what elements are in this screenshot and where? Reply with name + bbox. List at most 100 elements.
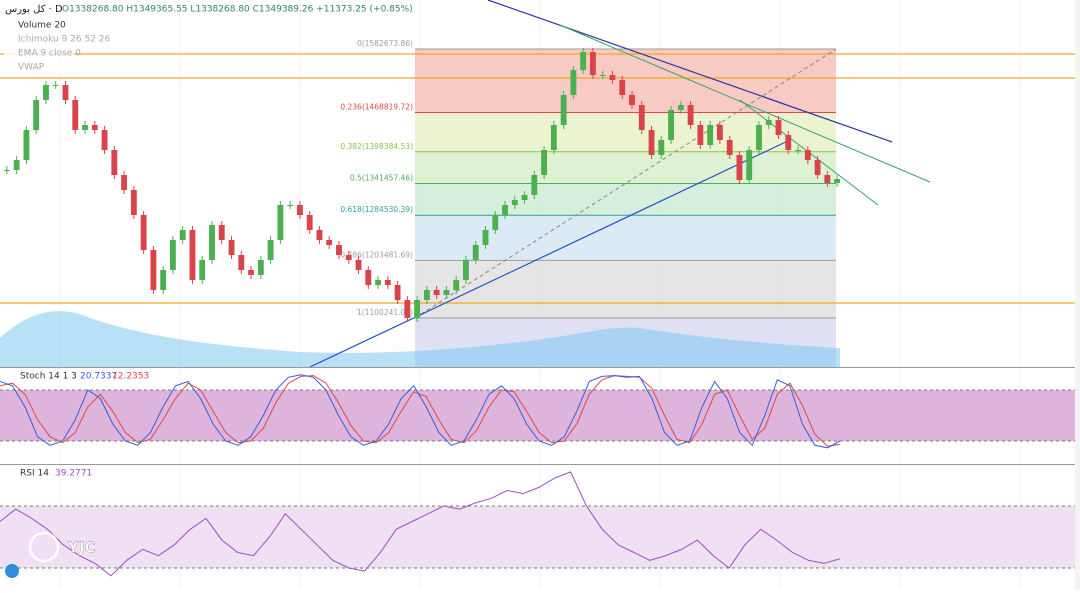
candle [316, 229, 323, 241]
candle [209, 225, 215, 260]
candle [365, 270, 372, 286]
candles [3, 47, 841, 323]
candle [179, 229, 186, 241]
candle [550, 124, 557, 151]
candle [716, 124, 723, 140]
candle [433, 289, 440, 295]
band-fill [0, 390, 1075, 441]
fib-zone [415, 183, 836, 216]
candle [570, 70, 577, 95]
candle [296, 205, 303, 215]
candle [658, 139, 665, 155]
candle [775, 120, 782, 136]
band-fill [0, 506, 1075, 568]
candle [638, 105, 645, 131]
stoch-label: Stoch 14 1 3 [20, 372, 77, 382]
candle [746, 150, 753, 181]
candle [541, 150, 548, 176]
candle [306, 214, 313, 230]
volume-ma-area [0, 311, 840, 367]
candle [463, 259, 469, 280]
indicator-row[interactable] [4, 61, 74, 73]
candle [160, 270, 167, 290]
candle [52, 85, 59, 87]
candle [795, 150, 801, 152]
candle [62, 85, 69, 101]
candle [33, 100, 40, 131]
candle [443, 289, 450, 295]
candle [3, 169, 10, 171]
candle [765, 120, 772, 125]
candle [238, 255, 245, 271]
candle [189, 229, 196, 280]
candle [502, 205, 508, 215]
candle [414, 300, 421, 319]
candle [130, 190, 137, 215]
candle [453, 279, 460, 290]
fib-label: 1(1100241.03) [357, 308, 413, 317]
candle [43, 85, 49, 101]
candle [150, 249, 157, 290]
k-line [0, 374, 841, 449]
fib-trend [414, 48, 837, 319]
candle [824, 175, 831, 183]
indicator-row[interactable] [4, 19, 114, 31]
candle [355, 259, 362, 271]
candle [619, 79, 626, 95]
candle [111, 150, 118, 176]
candle [170, 240, 176, 271]
candle [101, 130, 108, 151]
ohlc: O1338268.80 H1349365.55 L1338268.80 C134… [62, 5, 413, 15]
candle [492, 214, 499, 230]
candle [756, 124, 762, 151]
stoch-pane [0, 374, 1075, 449]
candle [697, 124, 704, 146]
candle [785, 135, 792, 151]
candle [687, 105, 694, 125]
fib-label: 0.236(1468819.72) [340, 102, 413, 111]
stoch-k-value: 20.7337 [80, 372, 117, 382]
fib-label: 0.382(1398384.53) [340, 142, 413, 151]
candle [287, 205, 294, 207]
indicator-row[interactable] [4, 33, 74, 45]
fib-label: 0.5(1341457.46) [350, 174, 413, 183]
values-line [0, 471, 841, 577]
fib-label: 0.786(1203481.69) [340, 250, 413, 259]
candle [13, 160, 20, 170]
candle [511, 199, 518, 206]
stoch-d-value: 12.2353 [112, 372, 149, 382]
candle [199, 259, 206, 280]
candle [267, 240, 274, 260]
indicator-label: VWAP [18, 63, 45, 73]
indicator-list: Volume 20 Ichimoku 9 26 52 26 EMA 9 close … [4, 19, 114, 73]
candle [140, 214, 147, 250]
candle [580, 51, 587, 71]
candle [629, 94, 635, 106]
candle [248, 270, 254, 275]
candle [257, 259, 264, 275]
rsi-label: RSI 14 [20, 469, 49, 479]
watermark: YJC [67, 539, 95, 557]
indicator-label: Ichimoku 9 26 52 26 [18, 35, 111, 45]
candle [91, 124, 98, 131]
d-line [0, 375, 841, 447]
candle [677, 105, 684, 110]
fib-zone [415, 151, 836, 184]
candle [82, 124, 88, 131]
symbol: کل بورس · D [5, 4, 63, 15]
fib-zone [415, 112, 836, 152]
candle [336, 244, 342, 256]
candle [726, 139, 733, 155]
candle [345, 255, 352, 260]
candle [23, 130, 30, 161]
candle [394, 285, 401, 301]
indicator-label: Volume 20 [18, 21, 66, 31]
indicator-row[interactable] [4, 47, 74, 59]
candle [599, 75, 606, 77]
trend-line [309, 139, 791, 368]
candle [590, 51, 596, 76]
candle [648, 130, 655, 155]
fib-zone [415, 260, 836, 319]
